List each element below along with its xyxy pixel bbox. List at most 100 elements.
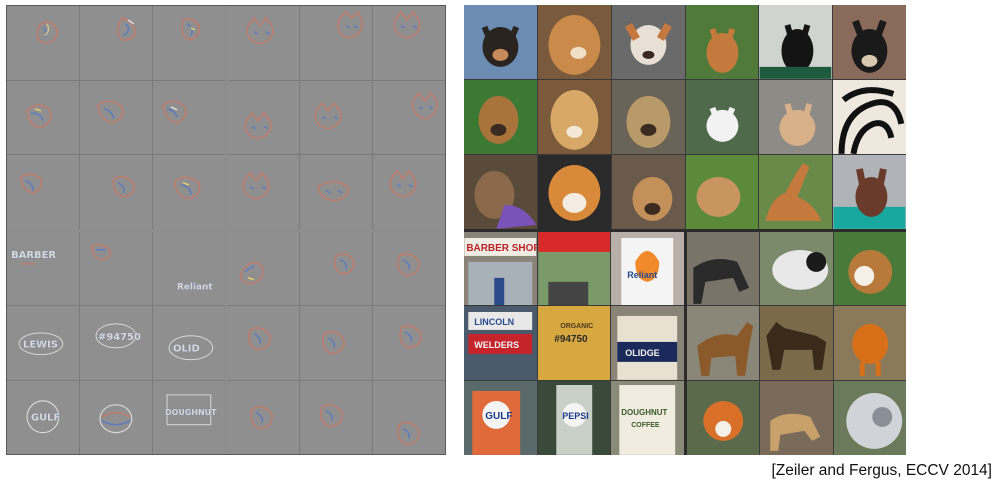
feature-visualization-cell [227, 231, 300, 305]
svg-text:GULF: GULF [31, 412, 60, 423]
dog-photo [833, 154, 906, 229]
feature-visualization-cell [79, 80, 152, 154]
feature-map-quadrant-top-left [7, 6, 225, 229]
svg-text:WELDERS: WELDERS [474, 340, 519, 350]
feature-map-quadrant-top-right [227, 6, 445, 229]
feature-visualization-cell [227, 155, 300, 229]
svg-text:PEPSI: PEPSI [562, 411, 588, 421]
ironwork-photo [833, 79, 906, 154]
dog-photo [760, 381, 833, 455]
dog-photo [685, 154, 759, 229]
svg-text:ORGANIC: ORGANIC [560, 323, 593, 330]
svg-text:DOUGHNUT: DOUGHNUT [621, 408, 667, 417]
feature-visualization-cell [7, 80, 79, 154]
barber-shop-photo: BARBER SHOP [464, 231, 537, 306]
feature-visualization-cell [373, 231, 445, 305]
dog-photo [760, 306, 833, 381]
storefront-photo [537, 231, 610, 306]
svg-text:Reliant: Reliant [177, 282, 213, 292]
feature-visualization-cell [227, 306, 300, 380]
feature-visualization-cell [152, 6, 225, 80]
svg-text:Reliant: Reliant [627, 269, 657, 279]
feature-visualization-cell [79, 231, 152, 305]
feature-visualization-cell: OLID [152, 306, 225, 380]
feature-visualization-cell [152, 155, 225, 229]
pepsi-bottle-photo: PEPSI [537, 381, 610, 455]
svg-text:#94750: #94750 [554, 334, 588, 345]
feature-visualization-cell [227, 6, 300, 80]
svg-text:#94750: #94750 [98, 332, 141, 343]
dog-photo [464, 154, 537, 229]
image-patch-quadrant-bottom-right [686, 231, 906, 455]
feature-visualization-cell [300, 231, 373, 305]
svg-text:BARBER: BARBER [11, 249, 56, 260]
feature-visualization-cell: GULF [7, 380, 79, 454]
dog-photo [464, 5, 537, 79]
lincoln-welders-photo: LINCOLN WELDERS [464, 306, 537, 381]
feature-visualization-cell [373, 6, 445, 80]
feature-visualization-cell [79, 155, 152, 229]
feature-visualization-cell [373, 155, 445, 229]
dog-photo [686, 306, 759, 381]
dog-photo [833, 231, 906, 306]
feature-visualization-cell [300, 306, 373, 380]
dog-photo [685, 5, 759, 79]
dog-photo [611, 5, 685, 79]
feature-visualization-cell [300, 6, 373, 80]
dog-photo [537, 5, 611, 79]
dog-photo [537, 154, 611, 229]
feature-map-quadrant-bottom-right [227, 231, 445, 454]
image-patch-quadrant-bottom-left: BARBER SHOP Reliant LINCOLN WELDERS ORGAN… [464, 231, 684, 455]
feature-visualization-cell [373, 80, 445, 154]
feature-visualization-cell [227, 80, 300, 154]
feature-visualization-cell [79, 380, 152, 454]
reliant-shirt-photo: Reliant [611, 231, 684, 306]
svg-text:OLID: OLID [173, 344, 200, 355]
feature-visualization-cell [7, 155, 79, 229]
dog-photo [464, 79, 537, 154]
gulf-can-photo: GULF [464, 381, 537, 455]
feature-visualization-cell [373, 380, 445, 454]
citation: [Zeiler and Fergus, ECCV 2014] [771, 462, 992, 479]
dog-photo [685, 79, 759, 154]
dog-photo [760, 231, 833, 306]
feature-visualization-cell: DOUGHNUT [152, 380, 225, 454]
svg-text:LINCOLN: LINCOLN [474, 317, 514, 327]
deconv-visualization-grid: BARBER Reliant LEWIS #94750 OLID GULF DO… [6, 5, 446, 455]
svg-text:COFFEE: COFFEE [631, 422, 660, 429]
feature-visualization-cell [227, 380, 300, 454]
svg-text:GULF: GULF [485, 411, 512, 422]
feature-visualization-cell [300, 380, 373, 454]
dog-photo [537, 79, 611, 154]
feature-visualization-cell: LEWIS [7, 306, 79, 380]
feature-visualization-cell [7, 6, 79, 80]
dog-photo [686, 381, 759, 455]
organic-label-photo: ORGANIC #94750 [537, 306, 610, 381]
feature-visualization-cell: BARBER [7, 231, 79, 305]
dog-photo [833, 5, 906, 79]
doughnut-cup-photo: DOUGHNUT COFFEE [611, 381, 684, 455]
dog-photo [833, 381, 906, 455]
svg-text:DOUGHNUT: DOUGHNUT [165, 407, 217, 416]
dog-photo [686, 231, 759, 306]
coolidge-cup-photo: OLIDGE [611, 306, 684, 381]
feature-visualization-cell: #94750 [79, 306, 152, 380]
feature-visualization-cell [300, 155, 373, 229]
dog-photo [611, 79, 685, 154]
image-patch-grid: BARBER SHOP Reliant LINCOLN WELDERS ORGAN… [464, 5, 906, 455]
dog-photo [833, 306, 906, 381]
dog-photo [759, 5, 833, 79]
feature-visualization-cell [79, 6, 152, 80]
dog-photo [759, 154, 833, 229]
feature-map-quadrant-bottom-left: BARBER Reliant LEWIS #94750 OLID GULF DO… [7, 231, 225, 454]
image-patch-quadrant-top-left [464, 5, 906, 229]
dog-photo [611, 154, 685, 229]
svg-text:BARBER SHOP: BARBER SHOP [466, 242, 536, 253]
svg-text:OLIDGE: OLIDGE [625, 348, 659, 358]
feature-visualization-cell [300, 80, 373, 154]
feature-visualization-cell [373, 306, 445, 380]
svg-text:LEWIS: LEWIS [23, 340, 58, 351]
dog-photo [759, 79, 833, 154]
feature-visualization-cell: Reliant [152, 231, 225, 305]
feature-visualization-cell [152, 80, 225, 154]
